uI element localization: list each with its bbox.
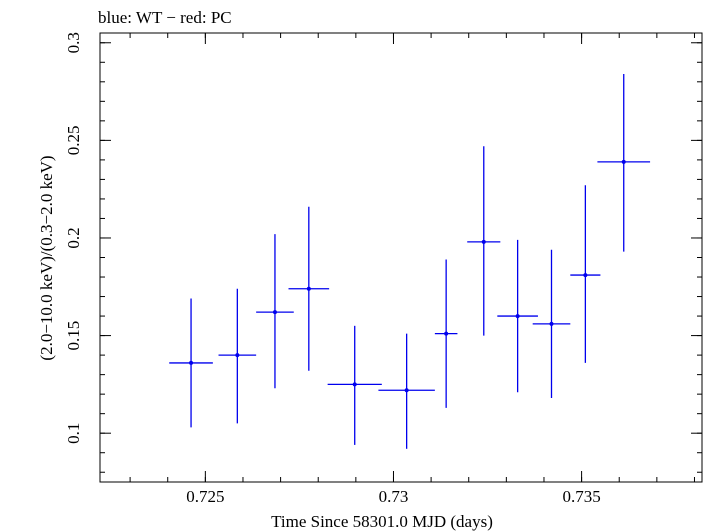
point-marker: [444, 331, 449, 336]
data-point: [570, 185, 601, 363]
y-tick-label: 0.1: [64, 423, 83, 444]
x-axis-label: Time Since 58301.0 MJD (days): [271, 512, 493, 531]
data-point: [467, 146, 501, 336]
point-marker: [189, 360, 194, 365]
point-marker: [235, 353, 240, 358]
point-marker: [272, 310, 277, 315]
data-point: [218, 288, 257, 424]
y-tick-label: 0.15: [64, 321, 83, 351]
data-point: [378, 333, 435, 449]
data-point: [169, 298, 213, 428]
data-point: [497, 239, 538, 393]
y-tick-label: 0.2: [64, 227, 83, 248]
point-marker: [352, 382, 357, 387]
point-marker: [621, 159, 626, 164]
axes: 0.725 0.73 0.735 0.1 0.15 0.2 0.25 0.3: [64, 32, 702, 506]
point-marker: [306, 286, 311, 291]
data-point: [434, 259, 458, 408]
point-marker: [549, 321, 554, 326]
y-tick-label: 0.25: [64, 125, 83, 155]
plot-frame: [99, 32, 703, 483]
chart-title: blue: WT − red: PC: [98, 8, 232, 27]
data-point: [256, 234, 294, 389]
data-marks: [169, 73, 651, 449]
y-tick-label: 0.3: [64, 32, 83, 53]
data-point: [327, 325, 382, 445]
x-tick-label: 0.725: [186, 487, 224, 506]
point-marker: [515, 314, 520, 319]
point-marker: [583, 273, 588, 278]
y-axis-label: (2.0−10.0 keV)/(0.3−2.0 keV): [37, 155, 56, 360]
x-tick-label: 0.735: [562, 487, 600, 506]
data-point: [532, 249, 571, 399]
x-tick-label: 0.73: [379, 487, 409, 506]
point-marker: [481, 239, 486, 244]
data-point: [597, 73, 651, 252]
data-point: [288, 206, 330, 371]
point-marker: [404, 388, 409, 393]
